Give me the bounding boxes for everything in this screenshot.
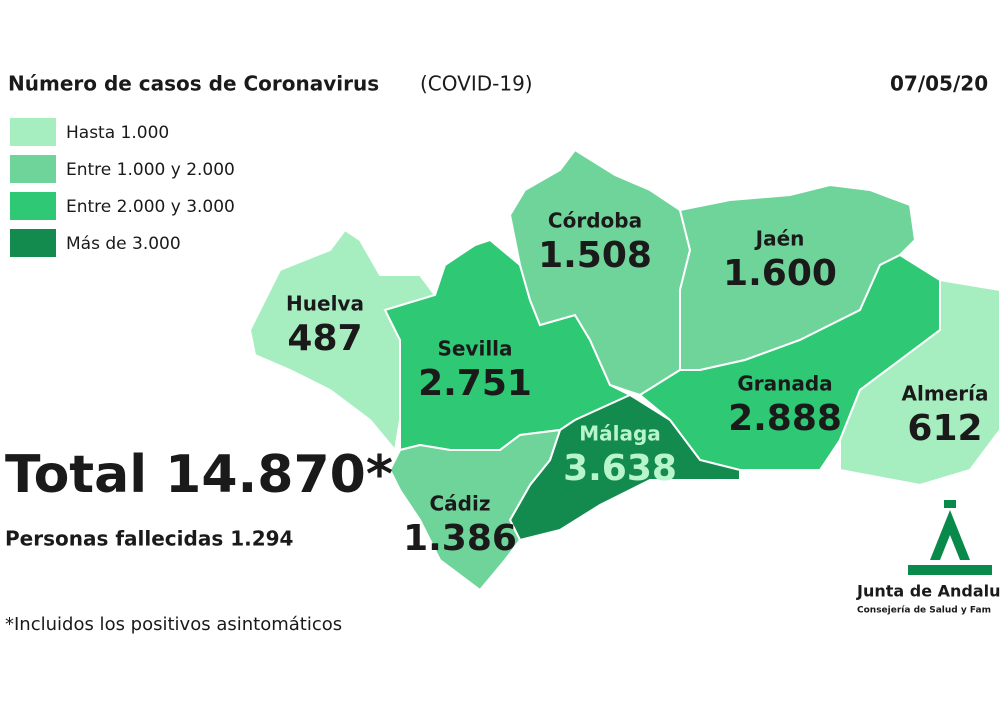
province-name: Huelva	[286, 292, 364, 316]
logo-department: Consejería de Salud y Fam	[857, 606, 991, 616]
legend-swatch	[10, 229, 56, 257]
footnote: *Incluidos los positivos asintomáticos	[5, 614, 342, 635]
province-name: Granada	[737, 372, 832, 396]
deaths: Personas fallecidas 1.294	[5, 527, 293, 551]
legend-swatch	[10, 118, 56, 146]
province-value: 487	[287, 318, 362, 359]
province-name: Málaga	[579, 422, 661, 446]
province-shape	[839, 278, 1000, 487]
province-name: Almería	[902, 382, 989, 406]
legend-swatch	[10, 155, 56, 183]
province-value: 2.751	[418, 363, 532, 404]
province-name: Córdoba	[548, 209, 642, 233]
province-name: Cádiz	[430, 492, 491, 516]
province-name: Sevilla	[437, 337, 512, 361]
logo: Junta de Andalu Consejería de Salud y Fa…	[856, 500, 1000, 616]
province-name: Jaén	[754, 227, 805, 251]
legend: Hasta 1.000 Entre 1.000 y 2.000 Entre 2.00…	[10, 118, 235, 257]
province-shape	[388, 428, 562, 592]
date: 07/05/20	[890, 72, 988, 96]
legend-label: Entre 2.000 y 3.000	[66, 197, 235, 217]
legend-label: Hasta 1.000	[66, 123, 169, 143]
province-value: 1.386	[403, 518, 517, 559]
legend-swatch	[10, 192, 56, 220]
subtitle: (COVID-19)	[420, 72, 533, 96]
legend-label: Más de 3.000	[66, 234, 181, 254]
total: Total 14.870*	[5, 445, 393, 505]
title: Número de casos de Coronavirus	[8, 72, 379, 96]
province-value: 1.508	[538, 235, 652, 276]
province-value: 2.888	[728, 398, 842, 439]
legend-label: Entre 1.000 y 2.000	[66, 160, 235, 180]
province-value: 1.600	[723, 253, 837, 294]
province-value: 612	[907, 408, 982, 449]
logo-name: Junta de Andalu	[856, 582, 1000, 601]
province-value: 3.638	[563, 448, 677, 489]
